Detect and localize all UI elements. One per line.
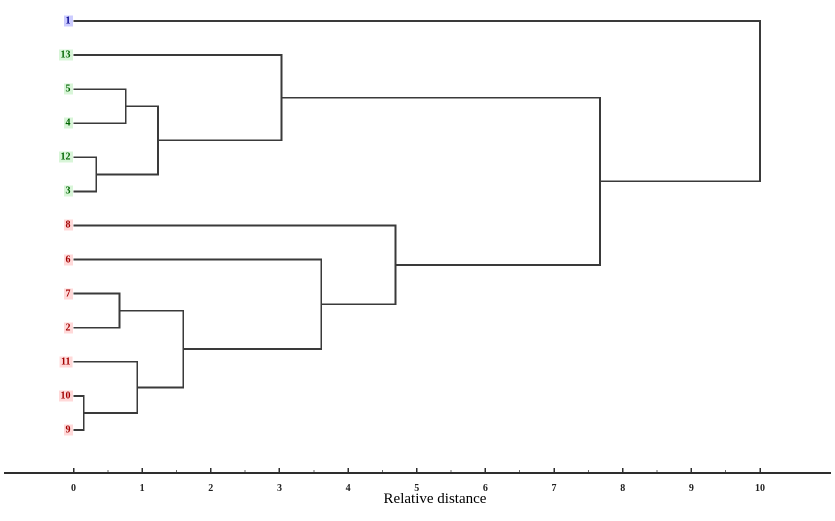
x-tick-label: 1 <box>140 483 145 494</box>
x-tick-label: 10 <box>755 483 765 494</box>
leaf-label-4: 4 <box>63 117 73 129</box>
x-tick-label: 4 <box>346 483 351 494</box>
leaf-label-13: 13 <box>58 49 73 61</box>
x-tick-label: 6 <box>483 483 488 494</box>
leaf-label-2: 2 <box>63 322 73 334</box>
leaf-label-1: 1 <box>63 15 73 27</box>
leaf-label-8: 8 <box>63 219 73 231</box>
leaf-label-11: 11 <box>59 356 73 368</box>
x-tick-label: 8 <box>620 483 625 494</box>
leaf-label-10: 10 <box>58 390 73 402</box>
leaf-label-3: 3 <box>63 185 73 197</box>
x-tick-label: 7 <box>552 483 557 494</box>
leaf-label-7: 7 <box>63 288 73 300</box>
leaf-label-12: 12 <box>58 151 73 163</box>
leaf-label-9: 9 <box>63 424 73 436</box>
x-tick-label: 2 <box>208 483 213 494</box>
leaf-label-6: 6 <box>63 254 73 266</box>
x-axis-title: Relative distance <box>383 491 487 507</box>
x-tick-label: 3 <box>277 483 282 494</box>
x-tick-label: 0 <box>71 483 76 494</box>
x-tick-label: 9 <box>689 483 694 494</box>
leaf-label-5: 5 <box>63 83 73 95</box>
x-tick-label: 5 <box>414 483 419 494</box>
